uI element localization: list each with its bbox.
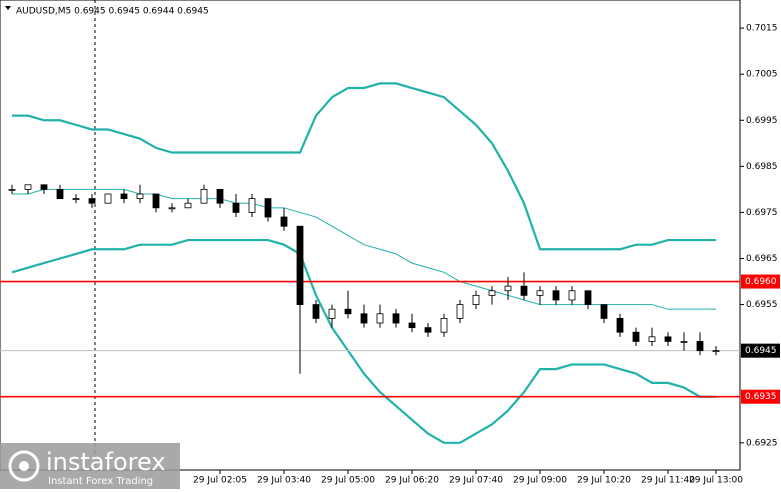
candle-body (472, 294, 480, 305)
price-label: 0.6935 (745, 392, 777, 402)
y-tick-label: 0.6955 (746, 300, 778, 310)
candle-body (664, 336, 672, 342)
candle-body (232, 202, 240, 213)
x-tick-label: 29 Jul 07:40 (449, 476, 503, 486)
candle-body (248, 198, 256, 213)
y-tick-label: 0.7005 (746, 70, 778, 80)
price-label-box (741, 343, 780, 358)
price-label-box (741, 274, 780, 289)
candle-body (536, 290, 544, 296)
bollinger-band (12, 188, 716, 310)
candle-body (280, 216, 288, 227)
candle-body (568, 290, 576, 301)
x-tick-label: 29 Jul 10:20 (577, 476, 631, 486)
candle-body (312, 304, 320, 319)
bollinger-band (12, 82, 716, 251)
candle-body (376, 313, 384, 324)
candle-body (200, 188, 208, 204)
price-label-box (741, 389, 780, 404)
y-tick-label: 0.6975 (746, 208, 778, 218)
candle-body (152, 193, 160, 209)
slogan: Instant Forex Trading (48, 476, 153, 487)
candle-body (120, 193, 128, 199)
bollinger-band (11, 238, 716, 444)
candle-body (504, 285, 512, 292)
candle-body (40, 184, 48, 190)
candle-body (136, 193, 144, 199)
plot-area (0, 0, 741, 471)
logo-bg (0, 443, 180, 489)
x-tick-label: 29 Jul 05:00 (321, 476, 375, 486)
candle-body (648, 336, 656, 342)
candle-body (72, 198, 80, 200)
x-tick-label: 29 Jul 02:05 (193, 476, 247, 486)
candle-body (584, 290, 592, 305)
candle-body (408, 322, 416, 329)
price-label: 0.6945 (745, 346, 777, 356)
candle-body (488, 290, 496, 296)
title-arrow (5, 6, 11, 10)
candle-body (168, 207, 176, 210)
candle-body (632, 331, 640, 342)
logo-icon (8, 450, 40, 482)
candle-body (424, 327, 432, 333)
chart-title: AUDUSD,M5 0.6945 0.6945 0.6944 0.6945 (16, 7, 209, 17)
y-tick-label: 0.6995 (746, 116, 778, 126)
x-tick-label: 29 Jul 03:40 (257, 476, 311, 486)
candle-body (696, 341, 704, 352)
y-tick-label: 0.6925 (746, 438, 778, 448)
candle-body (328, 308, 336, 319)
candle-body (264, 198, 272, 218)
x-tick-label: 29 Jul 06:20 (385, 476, 439, 486)
candle-body (456, 304, 464, 319)
candle-body (392, 313, 400, 324)
brand: instaforex (46, 448, 166, 476)
x-tick-label: 29 Jul 13:00 (689, 476, 743, 486)
candle-body (88, 198, 96, 204)
y-tick-label: 0.7015 (746, 24, 778, 34)
logo-dot (19, 461, 29, 471)
candle-body (360, 313, 368, 324)
candle-body (8, 188, 16, 191)
candle-body (552, 290, 560, 301)
candle-body (296, 225, 304, 305)
candle-body (520, 285, 528, 296)
price-label: 0.6960 (745, 277, 777, 287)
candle-body (680, 341, 688, 343)
y-tick-label: 0.6965 (746, 254, 778, 264)
candle-body (712, 350, 720, 353)
candle-body (440, 318, 448, 333)
candle-body (56, 188, 64, 199)
candle-body (24, 184, 32, 190)
candle-body (104, 193, 112, 204)
candle-body (600, 304, 608, 319)
candle-body (184, 202, 192, 209)
x-tick-label: 29 Jul 11:40 (641, 476, 695, 486)
candle-body (344, 308, 352, 315)
y-tick-label: 0.6985 (746, 162, 778, 172)
candle-body (216, 188, 224, 204)
x-tick-label: 29 Jul 09:00 (513, 476, 567, 486)
watermark: instaforex Instant Forex Trading (0, 443, 180, 489)
candle-body (616, 318, 624, 333)
